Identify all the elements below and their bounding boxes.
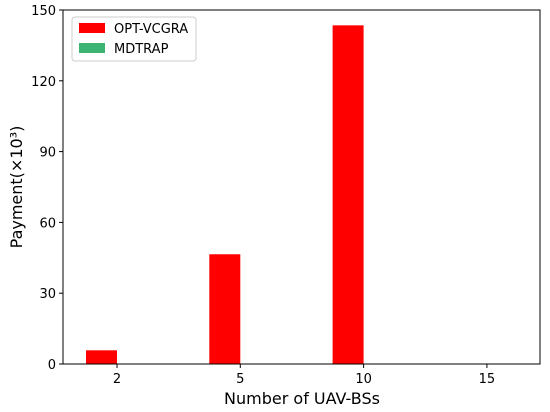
x-tick-label: 5 [236,372,244,387]
y-tick-label: 0 [48,358,56,373]
y-tick-label: 30 [39,287,56,302]
legend-swatch [79,23,105,33]
plot-frame [62,9,541,365]
bar [86,350,117,364]
y-tick-label: 150 [31,4,56,19]
y-tick-label: 60 [39,216,56,231]
x-tick-label: 15 [479,372,496,387]
x-tick-label: 10 [355,372,372,387]
x-tick-label: 2 [113,372,121,387]
legend-label: OPT-VCGRA [114,22,188,37]
y-tick-label: 90 [39,146,56,161]
legend-swatch [79,43,105,53]
y-axis-label: Payment(×10³) [7,126,26,249]
bar [209,254,241,364]
legend-label: MDTRAP [114,42,169,57]
bar [332,25,364,365]
x-axis-label: Number of UAV-BSs [224,389,380,408]
y-tick-label: 120 [31,75,56,90]
